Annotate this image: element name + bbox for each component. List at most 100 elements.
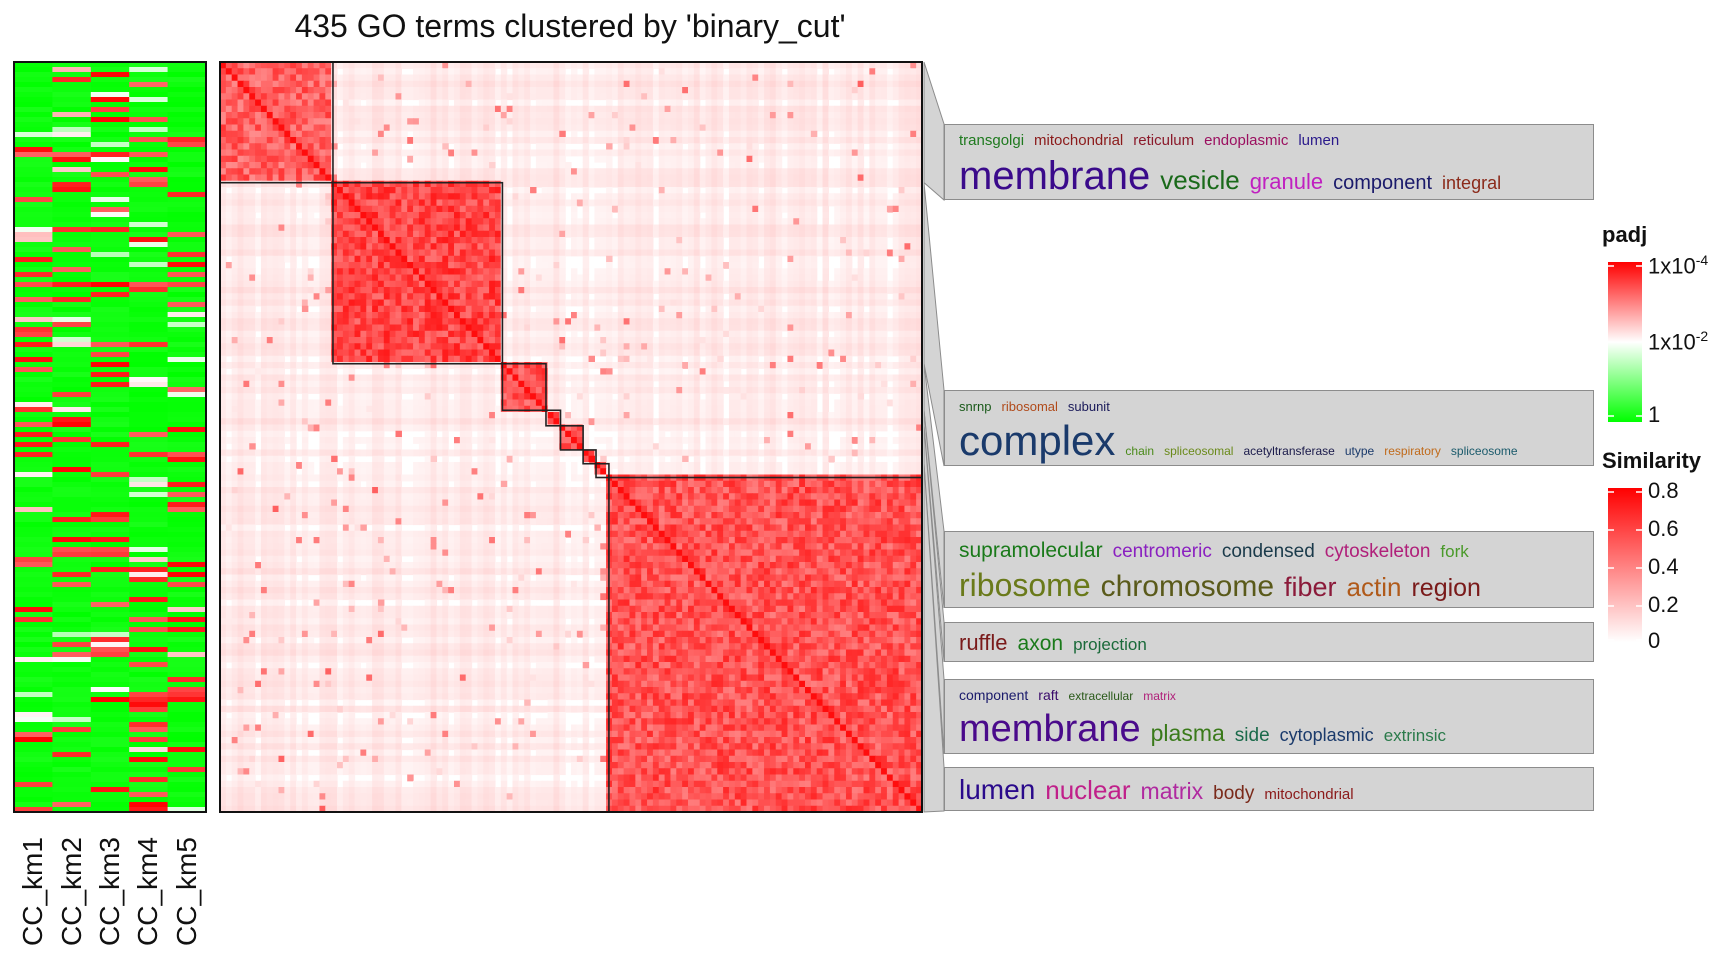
similarity-cell: [553, 149, 560, 157]
similarity-cell: [740, 193, 748, 201]
similarity-cell: [705, 193, 712, 201]
similarity-cell: [489, 155, 496, 163]
similarity-cell: [769, 187, 777, 194]
similarity-cell: [301, 74, 309, 82]
similarity-cell: [454, 118, 461, 126]
padj-cell: [90, 492, 130, 498]
similarity-cell: [898, 199, 906, 207]
similarity-cell: [541, 237, 549, 244]
similarity-cell: [500, 187, 508, 194]
similarity-cell: [535, 287, 543, 294]
padj-cell: [129, 92, 168, 98]
similarity-cell: [541, 68, 549, 76]
similarity-cell: [851, 218, 859, 226]
similarity-cell: [325, 193, 332, 201]
similarity-cell: [389, 124, 397, 132]
similarity-cell: [863, 80, 870, 88]
similarity-cell: [863, 87, 870, 94]
similarity-cell: [647, 74, 654, 82]
similarity-cell: [319, 155, 326, 163]
similarity-cell: [664, 124, 672, 132]
similarity-cell: [851, 93, 859, 101]
similarity-cell: [237, 287, 244, 294]
similarity-cell: [489, 99, 496, 107]
similarity-cell: [296, 155, 303, 163]
similarity-cell: [606, 93, 613, 101]
padj-cell: [14, 557, 53, 563]
similarity-cell: [728, 212, 736, 219]
similarity-cell: [875, 262, 882, 269]
similarity-cell: [629, 224, 636, 232]
similarity-cell: [512, 143, 519, 151]
similarity-cell: [682, 174, 689, 182]
padj-cell: [52, 622, 92, 628]
padj-cell: [167, 152, 207, 158]
similarity-cell: [623, 74, 631, 82]
similarity-cell: [805, 68, 812, 76]
similarity-cell: [354, 168, 361, 176]
similarity-cell: [571, 68, 578, 76]
similarity-cell: [237, 193, 244, 201]
similarity-cell: [401, 124, 408, 132]
similarity-cell: [629, 99, 636, 107]
similarity-cell: [705, 74, 712, 82]
similarity-cell: [459, 237, 467, 244]
similarity-cell: [898, 143, 906, 151]
padj-cell: [52, 692, 92, 698]
padj-cell: [52, 197, 92, 203]
similarity-cell: [307, 199, 315, 207]
similarity-cell: [535, 99, 543, 107]
similarity-cell: [787, 262, 794, 269]
similarity-cell: [313, 193, 321, 201]
similarity-cell: [489, 274, 496, 282]
padj-cell: [14, 627, 53, 633]
similarity-cell: [541, 137, 549, 144]
similarity-cell: [723, 80, 730, 88]
similarity-cell: [366, 237, 373, 244]
similarity-cell: [793, 287, 800, 294]
similarity-cell: [342, 187, 350, 194]
similarity-cell: [641, 255, 648, 263]
similarity-cell: [266, 218, 274, 226]
similarity-cell: [629, 62, 636, 69]
similarity-cell: [688, 118, 695, 126]
similarity-cell: [418, 205, 426, 213]
padj-cell: [52, 442, 92, 448]
padj-cell: [129, 277, 168, 283]
similarity-cell: [313, 237, 321, 244]
similarity-cell: [278, 212, 285, 219]
similarity-cell: [454, 143, 461, 151]
similarity-cell: [337, 149, 344, 157]
similarity-cell: [260, 105, 268, 113]
similarity-cell: [617, 80, 625, 88]
similarity-cell: [664, 162, 672, 169]
similarity-cell: [360, 180, 367, 188]
similarity-cell: [670, 99, 677, 107]
similarity-cell: [424, 280, 432, 288]
similarity-cell: [553, 124, 560, 132]
similarity-cell: [881, 180, 888, 188]
similarity-cell: [594, 274, 601, 282]
similarity-cell: [301, 199, 309, 207]
similarity-cell: [664, 93, 672, 101]
similarity-cell: [571, 112, 578, 119]
similarity-cell: [477, 162, 484, 169]
similarity-cell: [366, 99, 373, 107]
padj-cell: [129, 317, 168, 323]
similarity-cell: [395, 212, 402, 219]
similarity-cell: [430, 224, 438, 232]
similarity-cell: [711, 62, 718, 69]
similarity-cell: [746, 218, 753, 226]
similarity-cell: [746, 118, 753, 126]
similarity-cell: [682, 93, 689, 101]
similarity-cell: [693, 99, 701, 107]
similarity-cell: [471, 262, 478, 269]
similarity-cell: [559, 249, 566, 257]
padj-cell: [14, 182, 53, 188]
similarity-cell: [418, 274, 426, 282]
similarity-cell: [682, 218, 689, 226]
similarity-cell: [331, 99, 338, 107]
similarity-cell: [746, 93, 753, 101]
padj-cell: [90, 262, 130, 268]
similarity-cell: [834, 137, 841, 144]
